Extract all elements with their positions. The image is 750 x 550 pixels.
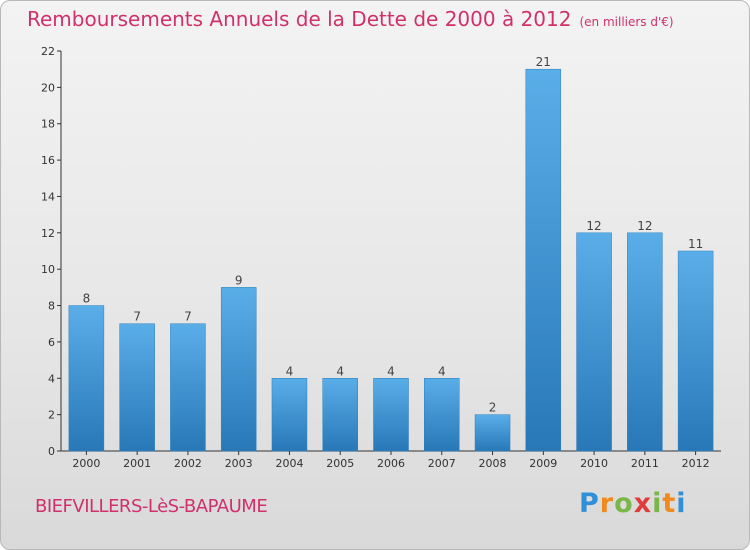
- x-tick-label: 2001: [123, 457, 151, 470]
- y-tick-label: 10: [41, 263, 55, 276]
- bar: [373, 378, 409, 452]
- bar: [68, 305, 105, 452]
- x-tick-label: 2004: [275, 457, 303, 470]
- x-tick-label: 2010: [580, 457, 608, 470]
- bar-value-label: 8: [83, 292, 91, 306]
- y-tick-label: 2: [48, 409, 55, 422]
- y-tick-label: 22: [41, 45, 55, 58]
- bar: [322, 378, 358, 452]
- x-tick-label: 2012: [682, 457, 710, 470]
- y-tick-label: 16: [41, 154, 55, 167]
- bar: [170, 323, 206, 452]
- y-tick-label: 6: [48, 336, 55, 349]
- chart-title: Remboursements Annuels de la Dette de 20…: [27, 7, 674, 31]
- bar: [677, 250, 714, 452]
- bar: [474, 414, 511, 452]
- x-tick-label: 2011: [631, 457, 659, 470]
- bar-value-label: 4: [286, 364, 294, 378]
- chart-unit-note: (en milliers d'€): [579, 15, 674, 29]
- bar-value-label: 4: [387, 364, 395, 378]
- y-tick-label: 12: [41, 227, 55, 240]
- bar-value-label: 7: [133, 310, 141, 324]
- commune-name: BIEFVILLERS-LèS-BAPAUME: [35, 496, 268, 517]
- y-tick-label: 8: [48, 300, 55, 313]
- bar-value-label: 21: [536, 55, 551, 69]
- chart-title-text: Remboursements Annuels de la Dette de 20…: [27, 7, 572, 31]
- bar: [627, 232, 663, 452]
- x-tick-label: 2008: [479, 457, 507, 470]
- x-tick-label: 2006: [377, 457, 405, 470]
- y-tick-label: 0: [48, 445, 55, 458]
- proxiti-logo: Proxiti: [579, 488, 687, 519]
- bar-value-label: 4: [336, 364, 344, 378]
- bar-value-label: 12: [637, 219, 652, 233]
- bar-value-label: 12: [586, 219, 601, 233]
- bar: [424, 378, 460, 452]
- x-tick-label: 2005: [326, 457, 354, 470]
- bar-value-label: 9: [235, 273, 243, 287]
- x-tick-label: 2003: [225, 457, 253, 470]
- bar: [271, 378, 308, 452]
- y-tick-label: 4: [48, 372, 55, 385]
- bar: [576, 232, 612, 452]
- x-tick-label: 2000: [72, 457, 100, 470]
- chart-axes: 0 2 4 6 8 10 12 14 16 18 20 22 2000 2001 2002 2003 2004 2…: [41, 45, 721, 470]
- x-tick-label: 2002: [174, 457, 202, 470]
- bar-value-label: 7: [184, 310, 192, 324]
- bar-value-label: 4: [438, 364, 446, 378]
- y-tick-label: 14: [41, 190, 55, 203]
- y-tick-label: 20: [41, 81, 55, 94]
- bar: [220, 287, 257, 452]
- bar: [119, 323, 155, 452]
- x-tick-label: 2009: [529, 457, 557, 470]
- x-tick-label: 2007: [428, 457, 456, 470]
- y-tick-label: 18: [41, 118, 55, 131]
- bar-value-label: 11: [688, 237, 703, 251]
- bar: [525, 68, 562, 452]
- bar-value-label: 2: [489, 401, 497, 415]
- chart-bars: 8 7 7 9 4 4 4 4 2 21 12 12 11: [68, 55, 714, 452]
